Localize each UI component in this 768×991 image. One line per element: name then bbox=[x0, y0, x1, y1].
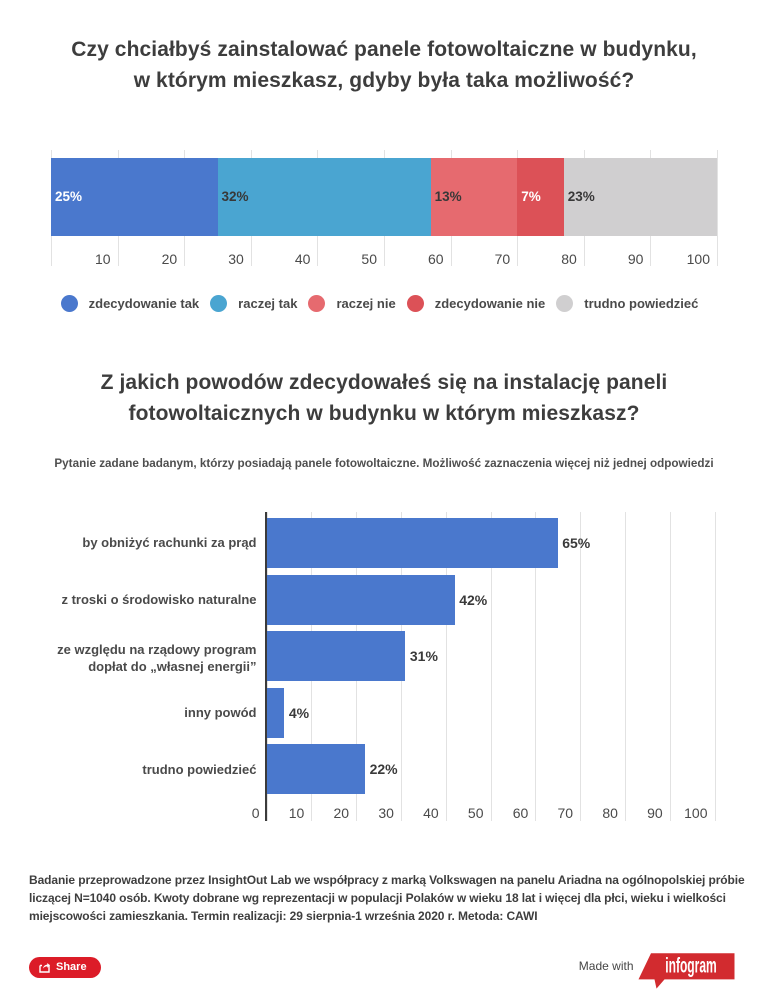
svg-text:infogram: infogram bbox=[665, 954, 716, 977]
